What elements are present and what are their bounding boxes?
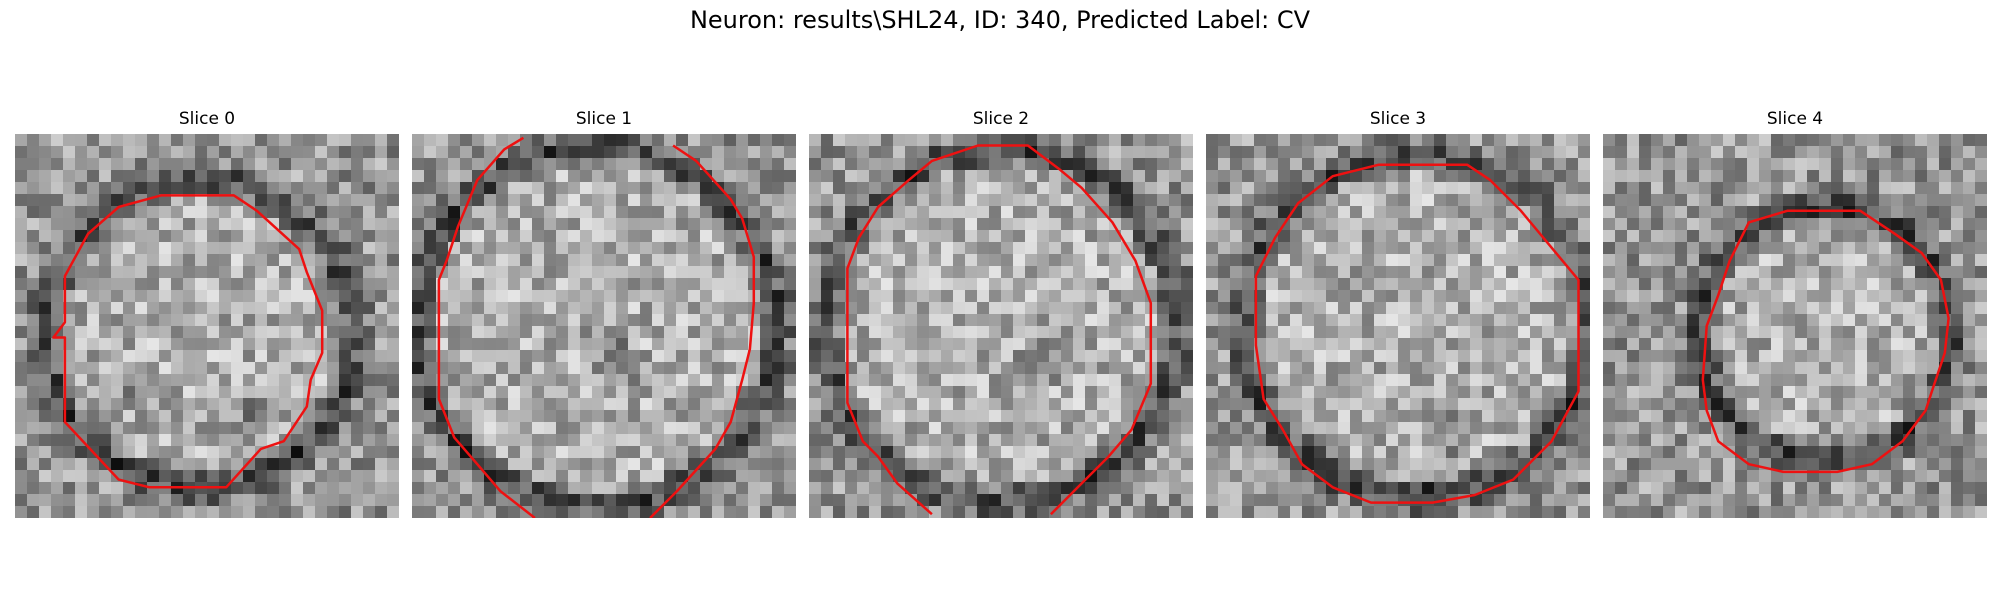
slice-panel-3: Slice 3 <box>1206 108 1590 518</box>
slice-texture-0 <box>15 134 399 518</box>
slice-contour-0 <box>52 194 324 489</box>
slice-contour-2 <box>846 144 1153 516</box>
slice-texture-1 <box>412 134 796 518</box>
slice-texture-4 <box>1603 134 1987 518</box>
slice-contour-1-b <box>649 144 756 518</box>
slice-image-0 <box>15 134 399 518</box>
slice-panel-2: Slice 2 <box>809 108 1193 518</box>
slice-contour-3 <box>1254 163 1580 504</box>
slice-texture-2 <box>809 134 1193 518</box>
slice-title-1: Slice 1 <box>575 109 633 129</box>
slice-panel-4: Slice 4 <box>1603 108 1987 518</box>
slice-image-1 <box>412 134 796 518</box>
slice-contour-4 <box>1701 209 1950 474</box>
slice-image-4 <box>1603 134 1987 518</box>
slice-panel-1: Slice 1 <box>412 108 796 518</box>
slice-image-2 <box>809 134 1193 518</box>
slice-title-0: Slice 0 <box>178 109 236 129</box>
slice-title-2: Slice 2 <box>972 109 1030 129</box>
figure-title: Neuron: results\SHL24, ID: 340, Predicte… <box>689 6 1311 34</box>
slice-image-3 <box>1206 134 1590 518</box>
slice-title-3: Slice 3 <box>1369 109 1427 129</box>
slice-title-4: Slice 4 <box>1766 109 1824 129</box>
slice-contour-1 <box>437 136 536 518</box>
slice-panel-0: Slice 0 <box>15 108 399 518</box>
